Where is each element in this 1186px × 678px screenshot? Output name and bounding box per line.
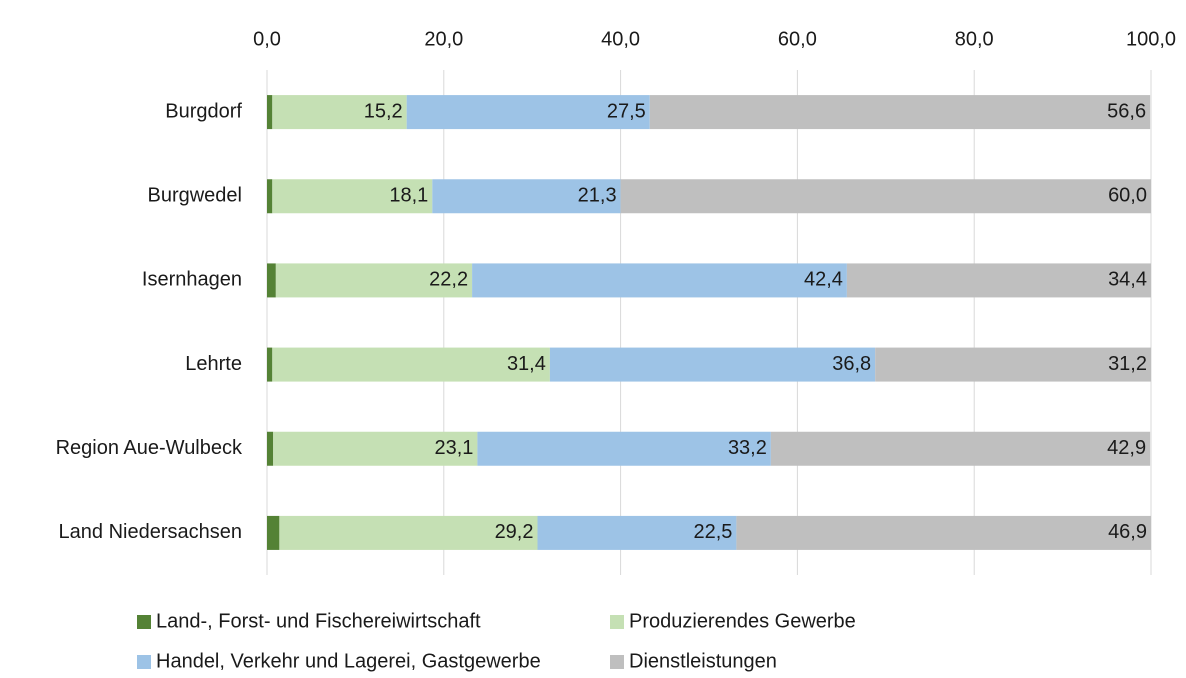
bar-segment: [432, 179, 621, 214]
bar-segment: [272, 179, 433, 214]
bar-segment: [267, 263, 276, 298]
legend-swatch: [137, 655, 151, 669]
bar-segment: [267, 431, 274, 466]
data-label: 23,1: [434, 437, 473, 459]
bar-segment: [267, 347, 273, 382]
data-label: 22,2: [429, 269, 468, 291]
bar-segment: [406, 95, 650, 130]
bar-segment: [875, 347, 1151, 382]
legend-label: Dienstleistungen: [629, 650, 777, 672]
bar-segment: [537, 515, 737, 550]
legend-label: Land-, Forst- und Fischereiwirtschaft: [156, 610, 481, 632]
data-label: 60,0: [1108, 185, 1147, 207]
legend-label: Produzierendes Gewerbe: [629, 610, 856, 632]
y-tick-label: Land Niedersachsen: [59, 521, 242, 543]
x-tick-label: 0,0: [253, 28, 281, 50]
legend-swatch: [610, 615, 624, 629]
bar-segment: [273, 431, 478, 466]
data-label: 33,2: [728, 437, 767, 459]
data-label: 46,9: [1108, 521, 1147, 543]
bar-segment: [477, 431, 771, 466]
bar-segment: [649, 95, 1151, 130]
data-label: 27,5: [607, 100, 646, 122]
data-label: 31,4: [507, 353, 546, 375]
bar-segment: [267, 179, 273, 214]
x-tick-label: 80,0: [955, 28, 994, 50]
x-tick-label: 100,0: [1126, 28, 1176, 50]
bar-segment: [272, 95, 407, 130]
legend-label: Handel, Verkehr und Lagerei, Gastgewerbe: [156, 650, 541, 672]
data-label: 15,2: [364, 100, 403, 122]
bar-segment: [770, 431, 1151, 466]
data-label: 56,6: [1107, 100, 1146, 122]
data-label: 36,8: [832, 353, 871, 375]
data-label: 22,5: [693, 521, 732, 543]
data-label: 31,2: [1108, 353, 1147, 375]
y-tick-label: Lehrte: [185, 353, 242, 375]
bar-segment: [267, 95, 273, 130]
data-label: 29,2: [495, 521, 534, 543]
x-tick-label: 20,0: [424, 28, 463, 50]
legend-swatch: [137, 615, 151, 629]
bar-segment: [736, 515, 1151, 550]
bar-segment: [267, 515, 280, 550]
data-label: 21,3: [578, 185, 617, 207]
data-label: 18,1: [389, 185, 428, 207]
x-tick-label: 40,0: [601, 28, 640, 50]
bar-segment: [472, 263, 847, 298]
data-label: 42,4: [804, 269, 843, 291]
bar-segment: [272, 347, 550, 382]
data-label: 34,4: [1108, 269, 1147, 291]
bar-segment: [275, 263, 473, 298]
x-tick-label: 60,0: [778, 28, 817, 50]
y-tick-label: Burgwedel: [147, 185, 242, 207]
bar-segment: [846, 263, 1151, 298]
y-tick-label: Isernhagen: [142, 269, 242, 291]
bar-segment: [279, 515, 538, 550]
data-label: 42,9: [1107, 437, 1146, 459]
y-tick-label: Region Aue-Wulbeck: [56, 437, 243, 459]
legend-swatch: [610, 655, 624, 669]
y-tick-label: Burgdorf: [165, 100, 242, 122]
bar-segment: [549, 347, 876, 382]
bar-segment: [620, 179, 1151, 214]
